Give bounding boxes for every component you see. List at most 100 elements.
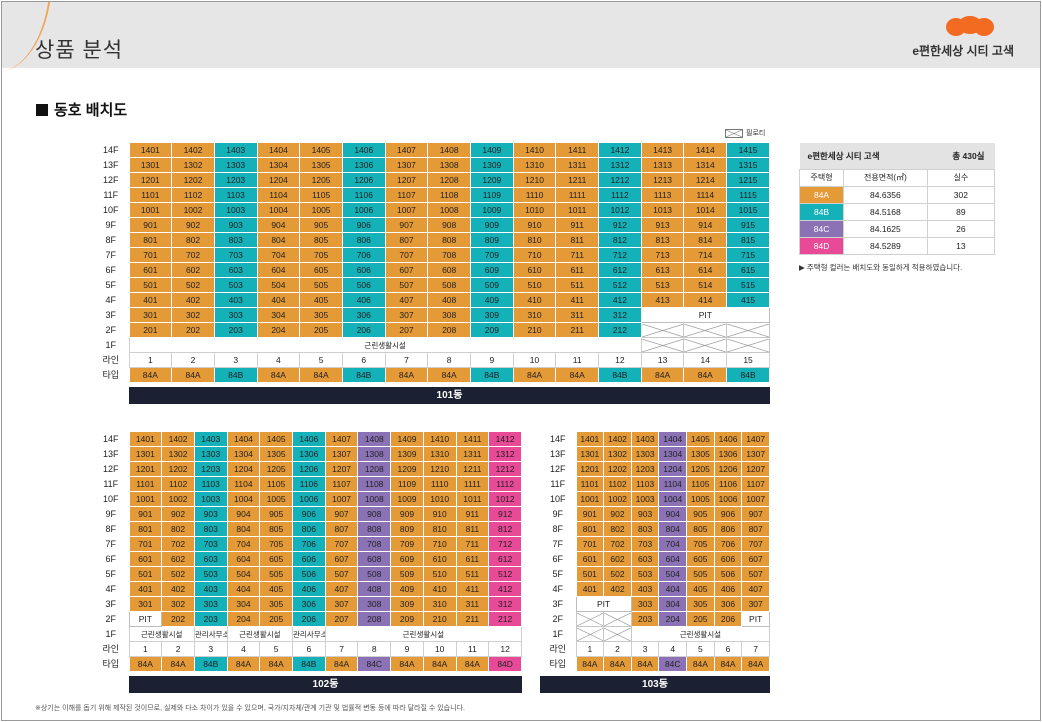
unit-cell: 1203 — [193, 461, 228, 477]
unit-cell: 902 — [171, 217, 215, 233]
type-cell: 84C — [658, 656, 688, 672]
unit-cell: 701 — [128, 536, 163, 552]
unit-cell: 204 — [256, 322, 301, 338]
summary-title: e편한세상 시티 고색 — [799, 143, 928, 169]
summary-area-cell: 84.5168 — [843, 202, 928, 221]
unit-cell: 411 — [455, 581, 490, 597]
unit-summary-table: e편한세상 시티 고색 총 430실 주택형 전용면적(㎡) 실수 84A 84… — [798, 143, 996, 255]
unit-cell: 1003 — [213, 202, 258, 218]
unit-cell: 405 — [299, 292, 343, 308]
unit-cell: 511 — [555, 277, 600, 293]
unit-cell: 806 — [713, 521, 743, 537]
unit-cell: 208 — [357, 611, 392, 627]
summary-count-cell: 302 — [926, 185, 996, 204]
unit-cell: 502 — [171, 277, 215, 293]
unit-cell: 304 — [658, 596, 688, 612]
unit-cell: 1005 — [299, 202, 343, 218]
unit-cell: 1406 — [292, 431, 326, 447]
unit-cell: 1008 — [357, 491, 392, 507]
floor-label: 6F — [93, 262, 129, 278]
unit-cell: 412 — [488, 581, 522, 597]
unit-cell: 1315 — [726, 157, 770, 173]
unit-cell: 906 — [341, 217, 386, 233]
floor-label: 2F — [93, 322, 129, 338]
unit-cell: 201 — [128, 322, 173, 338]
unit-cell: 1003 — [193, 491, 228, 507]
unit-cell: 1115 — [726, 187, 770, 203]
unit-cell: 1302 — [603, 446, 632, 462]
unit-cell: 906 — [713, 506, 743, 522]
unit-cell: 1406 — [341, 142, 386, 158]
unit-cell: 203 — [213, 322, 258, 338]
line-cell: 7 — [324, 641, 359, 657]
unit-cell: 1307 — [741, 446, 770, 462]
unit-cell: 1409 — [390, 431, 424, 447]
unit-cell: 1104 — [226, 476, 261, 492]
unit-cell: 408 — [357, 581, 392, 597]
type-cell: 84A — [630, 656, 660, 672]
unit-cell: 1008 — [427, 202, 471, 218]
piloti-cell — [726, 322, 770, 338]
line-cell: 13 — [640, 352, 685, 368]
unit-cell: 504 — [226, 566, 261, 582]
unit-cell: 1011 — [555, 202, 600, 218]
unit-cell: 205 — [259, 611, 294, 627]
unit-cell: 1107 — [324, 476, 359, 492]
floor-row: 3F 301 302 303 304 305 306 307 308 309 310 311 312 — [93, 596, 522, 612]
unit-cell: 1401 — [575, 431, 605, 447]
unit-cell: 1303 — [630, 446, 660, 462]
unit-cell: 1307 — [324, 446, 359, 462]
floor-label: 5F — [93, 566, 129, 582]
floor-row: 6F 601 602 603 604 605 606 607 608 609 610 611 612 — [93, 551, 522, 567]
unit-cell: 1212 — [488, 461, 522, 477]
type-cell: 84B — [213, 367, 258, 383]
type-cell: 84B — [193, 656, 228, 672]
unit-cell: 809 — [390, 521, 424, 537]
floor-row: 8F 801 802 803 804 805 806 807 808 809 810 811 812 — [93, 521, 522, 537]
unit-cell: 1006 — [292, 491, 326, 507]
floor-label: 8F — [93, 521, 129, 537]
unit-cell: 506 — [713, 566, 743, 582]
unit-cell: 702 — [161, 536, 195, 552]
unit-cell: 804 — [658, 521, 688, 537]
floor-label: 6F — [540, 551, 576, 567]
unit-cell: 203 — [193, 611, 228, 627]
unit-cell: 704 — [658, 536, 688, 552]
piloti-cell — [575, 626, 605, 642]
type-cell: 84C — [357, 656, 392, 672]
unit-cell: 701 — [575, 536, 605, 552]
line-cell: 10 — [512, 352, 557, 368]
unit-cell: 1005 — [686, 491, 715, 507]
unit-cell: 1310 — [512, 157, 557, 173]
unit-cell: 309 — [470, 307, 514, 323]
floor-label: 11F — [93, 187, 129, 203]
unit-cell: 801 — [575, 521, 605, 537]
unit-cell: 811 — [455, 521, 490, 537]
unit-cell: 1405 — [686, 431, 715, 447]
building-102-grid: 14F 1401 1402 1403 1404 1405 1406 1407 1408 1409 1… — [93, 431, 523, 672]
unit-cell: 1208 — [427, 172, 471, 188]
unit-cell: 811 — [555, 232, 600, 248]
unit-cell: 901 — [128, 506, 163, 522]
unit-cell: 1101 — [128, 476, 163, 492]
unit-cell: 305 — [686, 596, 715, 612]
floor-row: 1F 근린생활시설 관리사무소 근린생활시설 관리사무소 근린생활시설 — [93, 626, 523, 642]
unit-cell: 703 — [193, 536, 228, 552]
unit-cell: 903 — [213, 217, 258, 233]
line-cell: 5 — [259, 641, 294, 657]
unit-cell: 1009 — [470, 202, 514, 218]
unit-cell: 706 — [292, 536, 326, 552]
unit-cell: 715 — [726, 247, 770, 263]
unit-cell: 1401 — [128, 431, 163, 447]
unit-cell: 203 — [630, 611, 660, 627]
type-cell: 84A — [422, 656, 457, 672]
unit-cell: 312 — [488, 596, 522, 612]
unit-cell: 1105 — [686, 476, 715, 492]
unit-cell: 204 — [658, 611, 688, 627]
unit-cell: 1004 — [658, 491, 688, 507]
unit-cell: 905 — [686, 506, 715, 522]
pit-cell: PIT — [640, 307, 771, 323]
unit-cell: 504 — [658, 566, 688, 582]
unit-cell: 1410 — [422, 431, 457, 447]
unit-cell: 605 — [299, 262, 343, 278]
